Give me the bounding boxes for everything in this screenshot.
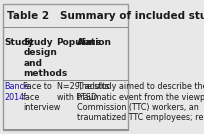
Text: Table 2   Summary of included studies: Table 2 Summary of included studies: [7, 10, 204, 21]
Text: Population: Population: [57, 38, 112, 47]
Text: Study
design
and
methods: Study design and methods: [23, 38, 68, 78]
FancyBboxPatch shape: [3, 4, 129, 130]
Text: Study: Study: [4, 38, 34, 47]
Text: The study aimed to describe the
traumatic event from the viewpo
Commission (TTC): The study aimed to describe the traumati…: [77, 82, 204, 122]
Text: Face to
face
interview: Face to face interview: [23, 82, 60, 112]
Text: Bance
2014: Bance 2014: [4, 82, 29, 102]
Text: N=29, adults
with PTSD: N=29, adults with PTSD: [57, 82, 109, 102]
Text: Aims: Aims: [77, 38, 102, 47]
